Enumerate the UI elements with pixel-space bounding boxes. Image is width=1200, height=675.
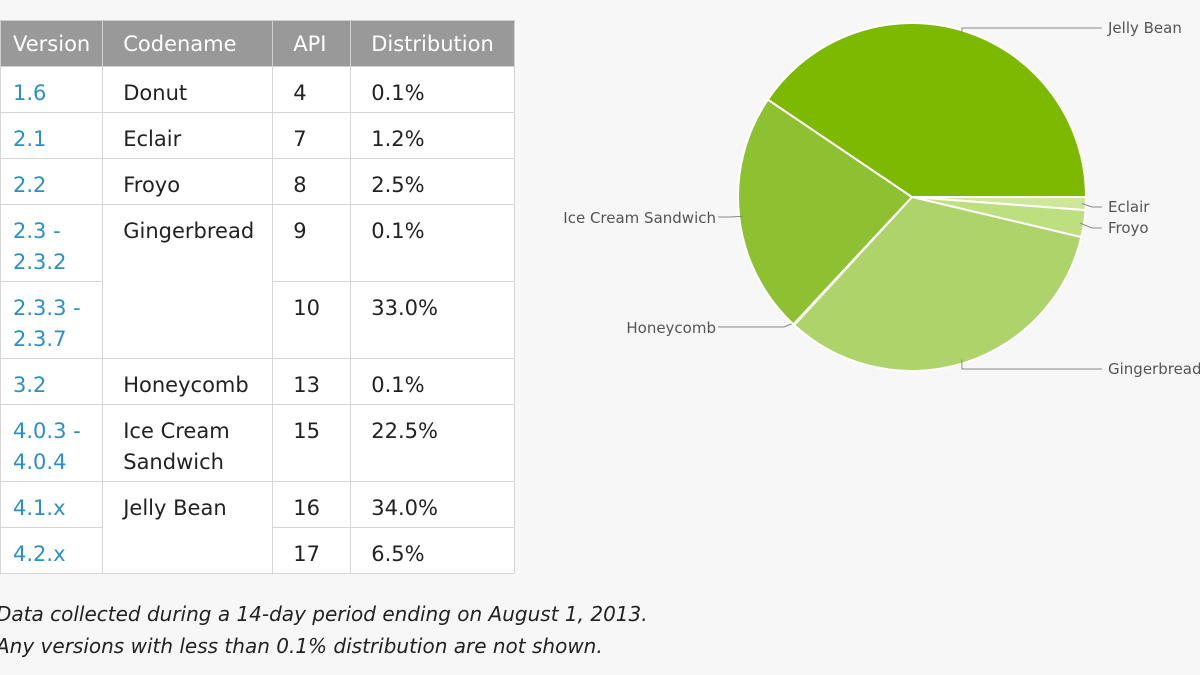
- pie-label-froyo: Froyo: [1108, 219, 1149, 237]
- version-link[interactable]: 2.3.3 -2.3.7: [0, 281, 104, 359]
- distribution-cell: 34.0%: [350, 481, 516, 528]
- pie-leader-line: [1079, 222, 1102, 229]
- footnotes: Data collected during a 14-day period en…: [0, 598, 648, 662]
- pie-label-gingerbread: Gingerbread: [1108, 360, 1200, 378]
- table-row: 4.1.x Jelly Bean 16 34.0%: [0, 481, 516, 574]
- api-cell: 15: [272, 404, 352, 482]
- pie-label-honeycomb: Honeycomb: [626, 319, 716, 337]
- distribution-cell: 22.5%: [350, 404, 516, 482]
- version-link[interactable]: 1.6: [0, 66, 104, 113]
- table-row: 2.3 -2.3.2 Gingerbread 9 0.1%: [0, 204, 516, 359]
- codename-cell: Donut: [102, 66, 274, 113]
- header-api: API: [272, 20, 352, 67]
- table-row: 2.1 Eclair 7 1.2%: [0, 112, 516, 159]
- pie-leader-line: [1081, 202, 1102, 208]
- distribution-table: Version Codename API Distribution 1.6 Don…: [0, 20, 516, 574]
- distribution-cell: 0.1%: [350, 204, 516, 282]
- table-row: 4.0.3 -4.0.4 Ice Cream Sandwich 15 22.5%: [0, 404, 516, 482]
- version-link[interactable]: 4.2.x: [0, 527, 104, 574]
- table-header-row: Version Codename API Distribution: [0, 20, 516, 67]
- distribution-cell: 0.1%: [350, 358, 516, 405]
- distribution-cell: 0.1%: [350, 66, 516, 113]
- footnote-threshold: Any versions with less than 0.1% distrib…: [0, 634, 603, 658]
- api-cell: 17: [272, 527, 352, 574]
- pie-label-jelly-bean: Jelly Bean: [1107, 19, 1182, 37]
- version-link[interactable]: 2.1: [0, 112, 104, 159]
- pie-leader-line: [961, 359, 1102, 370]
- distribution-cell: 6.5%: [350, 527, 516, 574]
- pie-slice-gingerbread: [792, 195, 1083, 372]
- table-row: 2.2 Froyo 8 2.5%: [0, 158, 516, 205]
- table-row: 3.2 Honeycomb 13 0.1%: [0, 358, 516, 405]
- codename-cell: Jelly Bean: [102, 481, 274, 574]
- table-row: 4.2.x 17 6.5%: [0, 527, 516, 574]
- version-link[interactable]: 4.0.3 -4.0.4: [0, 404, 104, 482]
- api-cell: 9: [272, 204, 352, 282]
- header-version: Version: [0, 20, 104, 67]
- codename-cell: Gingerbread: [102, 204, 274, 359]
- distribution-cell: 2.5%: [350, 158, 516, 205]
- header-codename: Codename: [102, 20, 274, 67]
- table-body: 1.6 Donut 4 0.1% 2.1 Eclair 7 1.2% 2.2 Froyo 8 2.5%…: [0, 66, 516, 574]
- codename-cell: Honeycomb: [102, 358, 274, 405]
- version-link[interactable]: 3.2: [0, 358, 104, 405]
- pie-label-ice-cream-sandwich: Ice Cream Sandwich: [563, 209, 716, 227]
- api-cell: 10: [272, 281, 352, 359]
- codename-cell: Eclair: [102, 112, 274, 159]
- version-link[interactable]: 2.2: [0, 158, 104, 205]
- pie-leader-line: [961, 27, 1102, 35]
- pie-slice-jelly-bean: [766, 22, 1088, 198]
- footnote-collection-period: Data collected during a 14-day period en…: [0, 602, 648, 626]
- api-cell: 16: [272, 481, 352, 528]
- distribution-cell: 1.2%: [350, 112, 516, 159]
- table-row: 1.6 Donut 4 0.1%: [0, 66, 516, 113]
- pie-leader-line: [718, 215, 744, 218]
- pie-leader-line: [718, 321, 797, 328]
- pie-label-eclair: Eclair: [1108, 198, 1150, 216]
